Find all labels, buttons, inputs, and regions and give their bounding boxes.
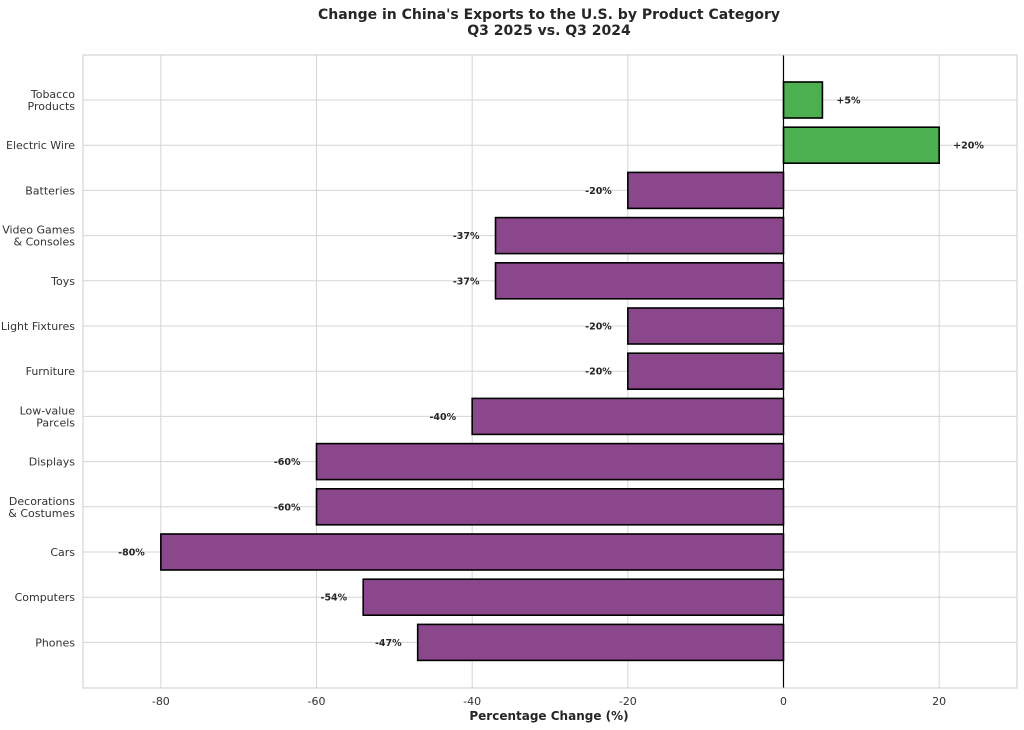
y-tick-label-line: Electric Wire	[6, 139, 75, 152]
bar-video-games-consoles	[494, 216, 785, 255]
chart-subtitle: Q3 2025 vs. Q3 2024	[467, 23, 631, 39]
y-tick-label-line: Displays	[29, 456, 76, 469]
bars	[160, 55, 940, 688]
bar-displays	[315, 442, 785, 481]
y-tick-label: Furniture	[26, 365, 76, 378]
x-tick-labels: -80 -60 -40 -20 0 20	[152, 695, 946, 708]
x-tick-label: -60	[308, 695, 326, 708]
y-tick-label-line: Cars	[50, 546, 75, 559]
y-tick-label-line: Toys	[50, 275, 75, 288]
y-tick-label: Displays	[29, 456, 76, 469]
y-tick-label: Tobacco Products	[28, 88, 76, 113]
x-tick-label: -40	[463, 695, 481, 708]
y-tick-label-line: Batteries	[25, 184, 75, 197]
bar-value-label: +5%	[836, 96, 861, 107]
bar-value-label: -60%	[274, 457, 301, 468]
x-tick-label: 20	[932, 695, 946, 708]
y-tick-label-line: Computers	[15, 591, 76, 604]
x-tick-label: -20	[619, 695, 637, 708]
y-tick-label-line: Decorations	[9, 495, 75, 508]
bar-computers	[362, 578, 785, 617]
plot-frame	[82, 54, 1018, 689]
bar-value-label: -80%	[118, 548, 145, 559]
y-tick-label: Toys	[50, 275, 75, 288]
bar-light-fixtures	[627, 307, 785, 345]
y-tick-label-line: & Costumes	[8, 507, 75, 520]
x-tick-label: -80	[152, 695, 170, 708]
bar-value-label: -37%	[453, 276, 480, 287]
y-tick-label-line: Products	[28, 100, 76, 113]
chart-title: Change in China's Exports to the U.S. by…	[318, 7, 780, 23]
bar-value-label: -60%	[274, 502, 301, 513]
y-tick-label-line: Phones	[35, 636, 75, 649]
bar-phones	[416, 623, 785, 662]
y-tick-labels: Tobacco Products Electric Wire Batteries Vid…	[1, 88, 75, 649]
y-tick-label: Electric Wire	[6, 139, 75, 152]
bar-decorations-costumes	[315, 487, 785, 526]
y-tick-label-line: Video Games	[2, 224, 75, 237]
bar-toys	[494, 261, 785, 300]
bar-value-label: -20%	[585, 186, 612, 197]
y-tick-label-line: Low-value	[20, 404, 76, 417]
bar-value-label: -54%	[321, 593, 348, 604]
y-tick-label: Decorations & Costumes	[8, 495, 75, 520]
bar-cars	[160, 533, 785, 571]
bar-tobacco-products	[782, 81, 824, 119]
y-tick-label-line: Tobacco	[30, 88, 75, 101]
bar-value-label: +20%	[953, 141, 984, 152]
y-tick-label: Phones	[35, 636, 75, 649]
y-tick-label: Computers	[15, 591, 76, 604]
y-tick-label: Low-value Parcels	[20, 404, 76, 429]
bar-batteries	[627, 171, 785, 210]
y-tick-label: Cars	[50, 546, 75, 559]
bar-value-label: -40%	[429, 412, 456, 423]
x-axis-label: Percentage Change (%)	[469, 709, 628, 723]
y-tick-label-line: Parcels	[36, 416, 75, 429]
y-tick-label-line: & Consoles	[14, 236, 76, 249]
bar-low-value-parcels	[471, 397, 785, 436]
x-tick-label: 0	[780, 695, 787, 708]
y-tick-label: Video Games & Consoles	[2, 224, 75, 249]
bar-value-label: -20%	[585, 322, 612, 333]
bar-value-label: -47%	[375, 638, 402, 649]
data-labels: +5% +20% -20% -37% -37% -20% -20% -40% -60% -60% -…	[118, 96, 984, 649]
bar-value-label: -37%	[453, 231, 480, 242]
bar-furniture	[627, 352, 785, 391]
y-tick-label-line: Light Fixtures	[1, 320, 75, 333]
bar-value-label: -20%	[585, 367, 612, 378]
bar-electric-wire	[782, 126, 940, 164]
y-tick-label: Batteries	[25, 184, 75, 197]
y-tick-label: Light Fixtures	[1, 320, 75, 333]
y-tick-label-line: Furniture	[26, 365, 76, 378]
